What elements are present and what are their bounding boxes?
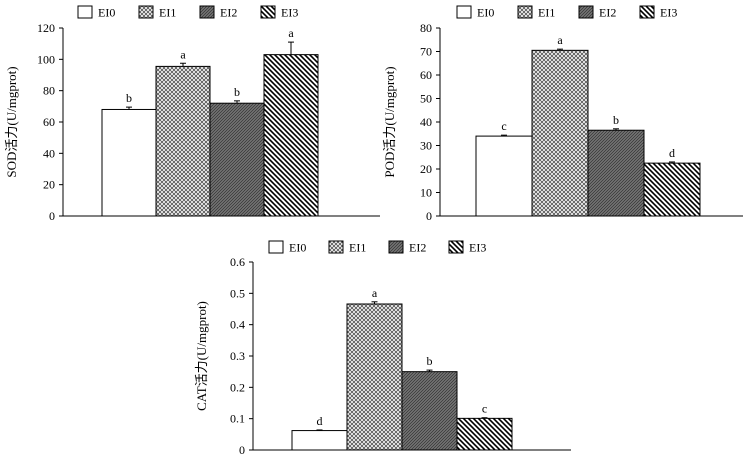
y-tick-label: 0.1 xyxy=(230,412,245,426)
legend-label: EI3 xyxy=(469,241,486,255)
bar-ei1 xyxy=(531,49,589,217)
legend-swatch xyxy=(138,5,154,19)
legend-swatch xyxy=(639,5,655,19)
y-tick-label: 100 xyxy=(37,52,55,66)
chart-panel-1: 0 20 40 60 80 100 120 SOD活力(U/mgprot) EI0 EI1 EI2 E… xyxy=(4,5,380,223)
legend-label: EI3 xyxy=(281,6,298,20)
y-tick-label: 50 xyxy=(420,92,432,106)
bar-ei3 xyxy=(263,54,319,217)
y-tick-label: 30 xyxy=(420,139,432,153)
y-tick-label: 20 xyxy=(420,162,432,176)
y-tick-label: 40 xyxy=(43,146,55,160)
y-tick-label: 80 xyxy=(43,84,55,98)
y-tick-label: 0.5 xyxy=(230,286,245,300)
y-tick-label: 0.2 xyxy=(230,380,245,394)
y-axis-title: SOD活力(U/mgprot) xyxy=(4,66,19,177)
legend-label: EI1 xyxy=(538,6,555,20)
significance-label: d xyxy=(669,146,675,160)
y-tick-label: 10 xyxy=(420,186,432,200)
y-axis-title: CAT活力(U/mgprot) xyxy=(194,301,209,411)
significance-label: d xyxy=(317,414,323,428)
legend-swatch xyxy=(578,5,594,19)
bar-ei1 xyxy=(346,303,403,451)
legend-swatch xyxy=(268,240,284,254)
legend-swatch xyxy=(328,240,344,254)
bar-ei2 xyxy=(401,371,458,451)
significance-label: b xyxy=(613,113,619,127)
legend-swatch xyxy=(517,5,533,19)
bar-ei2 xyxy=(209,102,265,217)
legend-label: EI1 xyxy=(159,6,176,20)
y-tick-label: 40 xyxy=(420,115,432,129)
y-tick-label: 0 xyxy=(239,443,245,457)
y-tick-label: 0.6 xyxy=(230,255,245,269)
y-tick-label: 0 xyxy=(49,209,55,223)
y-tick-label: 80 xyxy=(420,21,432,35)
legend-swatch xyxy=(77,5,93,19)
chart-panel-3: 0 0.1 0.2 0.3 0.4 0.5 0.6 CAT活力(U/mgprot) EI0 EI1… xyxy=(194,240,571,457)
y-tick-label: 0.3 xyxy=(230,349,245,363)
legend-swatch xyxy=(448,240,464,254)
y-tick-label: 70 xyxy=(420,45,432,59)
bar-ei3 xyxy=(456,417,513,451)
significance-label: b xyxy=(234,85,240,99)
y-tick-label: 20 xyxy=(43,178,55,192)
significance-label: a xyxy=(180,47,186,61)
bar-ei3 xyxy=(643,162,701,217)
y-tick-label: 0 xyxy=(426,209,432,223)
bar-ei1 xyxy=(155,65,211,217)
significance-label: c xyxy=(482,402,487,416)
significance-label: a xyxy=(557,33,563,47)
chart-panel-2: 0 10 20 30 40 50 60 70 80 POD活力(U/mgprot) EI0 EI1 EI… xyxy=(382,5,743,223)
legend-swatch xyxy=(388,240,404,254)
significance-label: b xyxy=(126,91,132,105)
y-tick-label: 120 xyxy=(37,21,55,35)
legend-label: EI2 xyxy=(220,6,237,20)
legend-label: EI1 xyxy=(349,241,366,255)
significance-label: c xyxy=(501,119,506,133)
bar-ei0 xyxy=(101,108,157,217)
legend-label: EI3 xyxy=(660,6,677,20)
bar-ei0 xyxy=(475,135,533,217)
y-tick-label: 60 xyxy=(43,115,55,129)
significance-label: a xyxy=(372,286,378,300)
legend-swatch xyxy=(199,5,215,19)
legend-swatch xyxy=(260,5,276,19)
legend-swatch xyxy=(456,5,472,19)
y-axis-title: POD活力(U/mgprot) xyxy=(382,66,397,177)
y-tick-label: 0.4 xyxy=(230,318,245,332)
bar-ei2 xyxy=(587,129,645,217)
significance-label: b xyxy=(427,354,433,368)
legend-label: EI2 xyxy=(599,6,616,20)
legend-label: EI0 xyxy=(477,6,494,20)
bar-ei0 xyxy=(291,430,348,451)
legend-label: EI2 xyxy=(409,241,426,255)
y-tick-label: 60 xyxy=(420,68,432,82)
legend-label: EI0 xyxy=(98,6,115,20)
significance-label: a xyxy=(288,26,294,40)
legend-label: EI0 xyxy=(289,241,306,255)
